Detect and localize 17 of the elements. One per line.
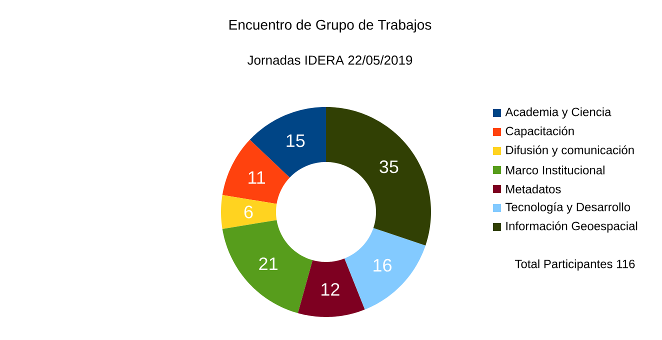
legend-label: Academia y Ciencia: [505, 107, 612, 119]
legend-label: Capacitación: [506, 126, 574, 138]
chart-subtitle: Jornadas IDERA 22/05/2019: [247, 55, 412, 65]
chart-title: Encuentro de Grupo de Trabajos: [229, 19, 432, 33]
data-label: 12: [322, 283, 340, 296]
data-label: 21: [259, 257, 278, 270]
legend-label: Información Geoespacial: [506, 221, 638, 233]
legend-label: Metadatos: [506, 184, 561, 194]
data-label: 35: [380, 160, 398, 174]
data-label: 15: [286, 134, 305, 148]
legend-label: Tecnología y Desarrollo: [505, 202, 630, 214]
legend-label: Difusión y comunicación: [506, 145, 634, 157]
legend-label: Marco Institucional: [506, 166, 604, 174]
text: Total Participantes 116: [515, 259, 635, 271]
data-label: 11: [248, 171, 266, 184]
data-label: 16: [374, 258, 392, 272]
data-label: 6: [244, 206, 253, 218]
